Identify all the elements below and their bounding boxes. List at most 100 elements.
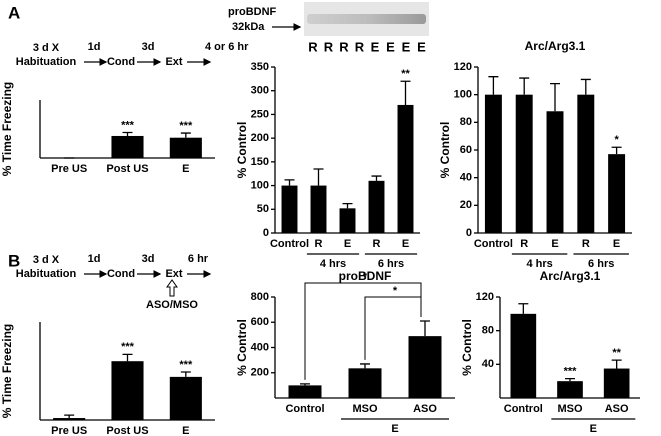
error-bar [580, 78, 591, 95]
error-bar [180, 132, 191, 138]
bar [603, 368, 630, 398]
lane-label: R [355, 39, 365, 54]
lane-label: R [308, 39, 318, 54]
lane-label: E [371, 39, 380, 54]
protocol-text: 4 or 6 hr [205, 41, 249, 53]
significance: *** [179, 359, 193, 371]
lane-label: E [386, 39, 395, 54]
y-tick-label: 250 [251, 108, 269, 120]
group-label: 4 hrs [526, 258, 552, 270]
y-tick-label: 20 [460, 199, 472, 211]
protocol-text: Habituation [16, 268, 77, 280]
y-tick-label: 40 [460, 172, 472, 184]
y-tick-label: 150 [251, 156, 269, 168]
x-tick-label: Control [270, 238, 309, 250]
lane-label: R [339, 39, 349, 54]
x-tick-label: ASO [605, 403, 629, 415]
group-label: E [391, 423, 398, 435]
x-tick-label: MSO [352, 403, 378, 415]
significance: *** [564, 366, 578, 378]
error-bar [122, 131, 133, 136]
y-axis-label: % Control [438, 122, 452, 179]
error-bar [122, 353, 133, 362]
panel-label: B [8, 251, 20, 270]
significance: * [393, 285, 398, 297]
significance: ** [401, 68, 410, 80]
x-tick-label: E [551, 238, 558, 250]
y-tick-label: 0 [263, 227, 269, 239]
protocol-text: Ext [165, 268, 182, 280]
bar [111, 361, 144, 420]
x-tick-label: R [582, 238, 590, 250]
protocol-text: Habituation [16, 56, 77, 68]
bar [484, 94, 502, 234]
bar [53, 418, 86, 420]
x-tick-label: R [520, 238, 528, 250]
x-tick-label: E [402, 238, 409, 250]
y-tick-label: 80 [460, 116, 472, 128]
x-tick-label: E [344, 238, 351, 250]
protocol-text: 3d [142, 253, 155, 265]
y-tick-label: 200 [251, 132, 269, 144]
error-bar [64, 414, 75, 419]
protocol-text: ASO/MSO [146, 299, 198, 311]
y-axis-label: % Control [235, 122, 249, 179]
x-tick-label: R [373, 238, 381, 250]
x-tick-label: Post US [106, 425, 148, 436]
x-tick-label: E [613, 238, 620, 250]
y-tick-label: 60 [460, 144, 472, 156]
x-tick-label: ASO [413, 403, 437, 415]
x-tick-label: E [182, 163, 189, 175]
error-bar [611, 359, 622, 369]
protocol: 3 d X Habituation 1d Cond 3d Ext 4 or 6 … [16, 41, 249, 68]
lane-label: E [402, 39, 411, 54]
arrow [166, 279, 178, 297]
protocol-text: 3 d X [33, 42, 60, 54]
panel-label: A [8, 3, 20, 22]
chart-title: proBDNF [339, 269, 392, 283]
error-bar [565, 377, 575, 382]
blot-label: proBDNF [228, 6, 277, 18]
significance: ** [612, 347, 621, 359]
bar [339, 208, 356, 233]
blot-label: 32kDa [232, 21, 265, 33]
error-bar [400, 80, 411, 105]
y-tick-label: 40 [482, 358, 494, 370]
group-label: 6 hrs [588, 258, 614, 270]
error-bar [180, 371, 191, 377]
x-tick-label: Post US [106, 163, 148, 175]
bar [577, 94, 595, 234]
bar [281, 185, 298, 233]
group-label: 4 hrs [320, 258, 346, 270]
significance-bracket [364, 296, 422, 360]
error-bar [342, 202, 353, 209]
y-axis-label: % Control [235, 319, 249, 376]
protocol-text: 3 d X [33, 254, 60, 266]
bar [397, 104, 414, 233]
y-axis-label: % Control [460, 319, 474, 376]
y-tick-label: 50 [257, 203, 269, 215]
y-tick-label: 350 [251, 61, 269, 73]
y-tick-label: 400 [251, 341, 269, 353]
bar [557, 381, 583, 398]
protocol-text: Cond [107, 56, 135, 68]
x-tick-label: Control [474, 238, 513, 250]
y-tick-label: 200 [251, 367, 269, 379]
significance: *** [121, 119, 135, 131]
x-tick-label: MSO [557, 403, 583, 415]
x-tick-label: E [182, 425, 189, 436]
x-tick-label: R [315, 238, 323, 250]
western-blot: proBDNF 32kDa [228, 2, 429, 36]
x-tick-label: Pre US [51, 425, 87, 436]
error-bar [420, 320, 430, 337]
group-label: 6 hrs [378, 258, 404, 270]
error-bar [611, 146, 622, 155]
lane-label: R [324, 39, 334, 54]
bar [608, 154, 626, 233]
protocol-text: Cond [107, 268, 135, 280]
x-tick-label: Control [504, 403, 543, 415]
error-bar [488, 76, 499, 95]
significance: *** [179, 120, 193, 132]
bar [546, 111, 564, 233]
